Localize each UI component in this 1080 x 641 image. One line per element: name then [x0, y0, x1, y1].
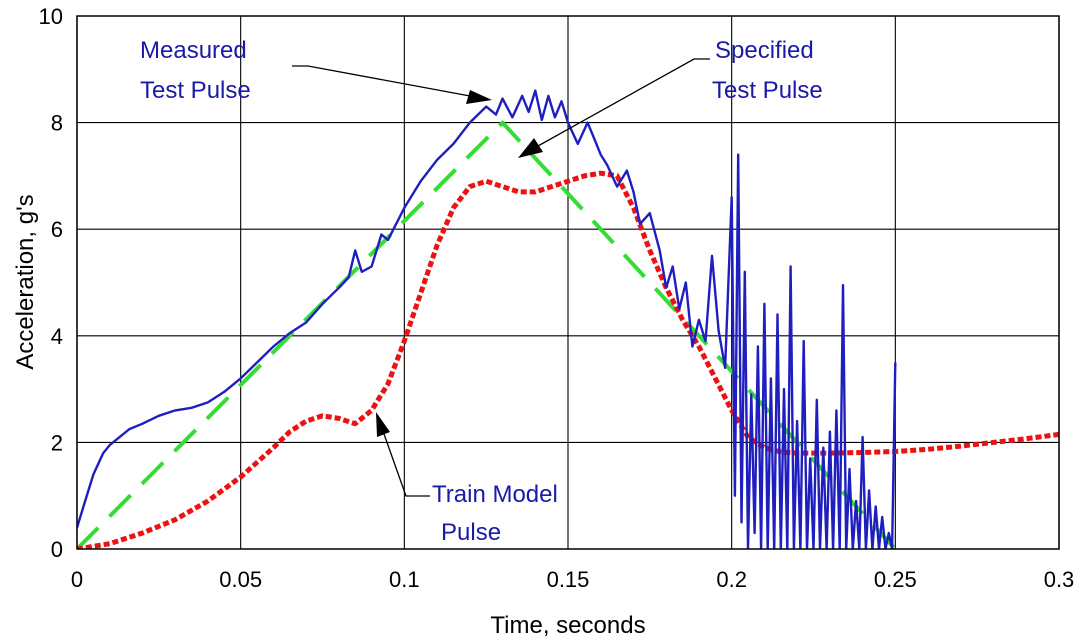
annotation-measured-arrowhead — [466, 90, 492, 104]
series-line-measured-test-pulse — [77, 89, 897, 549]
x-tick-label: 0.25 — [874, 567, 917, 592]
annotation-specified-line1: Specified — [715, 37, 814, 64]
series-layer — [77, 89, 1059, 549]
annotation-train-line2: Pulse — [441, 519, 501, 546]
x-tick-label: 0.15 — [547, 567, 590, 592]
y-tick-label: 10 — [39, 4, 63, 29]
y-tick-label: 6 — [51, 217, 63, 242]
x-tick-label: 0.2 — [716, 567, 747, 592]
annotation-train: Train Model Pulse — [376, 412, 558, 546]
annotation-train-line1: Train Model — [432, 481, 558, 508]
annotation-train-arrowhead — [376, 412, 390, 437]
y-tick-label: 4 — [51, 324, 63, 349]
y-tick-label: 8 — [51, 111, 63, 136]
x-tick-labels: 0 0.05 0.1 0.15 0.2 0.25 0.3 — [71, 567, 1074, 592]
x-tick-label: 0 — [71, 567, 83, 592]
annotation-train-leader — [383, 433, 430, 497]
y-tick-labels: 0 2 4 6 8 10 — [39, 4, 63, 562]
x-tick-label: 0.3 — [1044, 567, 1075, 592]
x-tick-label: 0.1 — [389, 567, 420, 592]
annotation-specified: Specified Test Pulse — [518, 37, 823, 158]
annotation-specified-leader — [537, 58, 710, 147]
annotation-measured-leader — [292, 65, 471, 97]
series-line-specified-test-pulse — [77, 120, 897, 549]
annotation-measured-line1: Measured — [140, 37, 247, 64]
y-tick-label: 0 — [51, 537, 63, 562]
annotation-measured: Measured Test Pulse — [140, 37, 492, 104]
x-axis-title: Time, seconds — [490, 612, 645, 639]
annotation-measured-line2: Test Pulse — [140, 77, 251, 104]
annotation-specified-line2: Test Pulse — [712, 77, 823, 104]
plot-frame — [76, 15, 1060, 550]
x-tick-label: 0.05 — [219, 567, 262, 592]
series-line-train-model-pulse — [77, 170, 1059, 549]
annotation-specified-arrowhead — [518, 138, 543, 158]
y-tick-label: 2 — [51, 430, 63, 455]
y-axis-title: Acceleration, g's — [12, 194, 39, 369]
